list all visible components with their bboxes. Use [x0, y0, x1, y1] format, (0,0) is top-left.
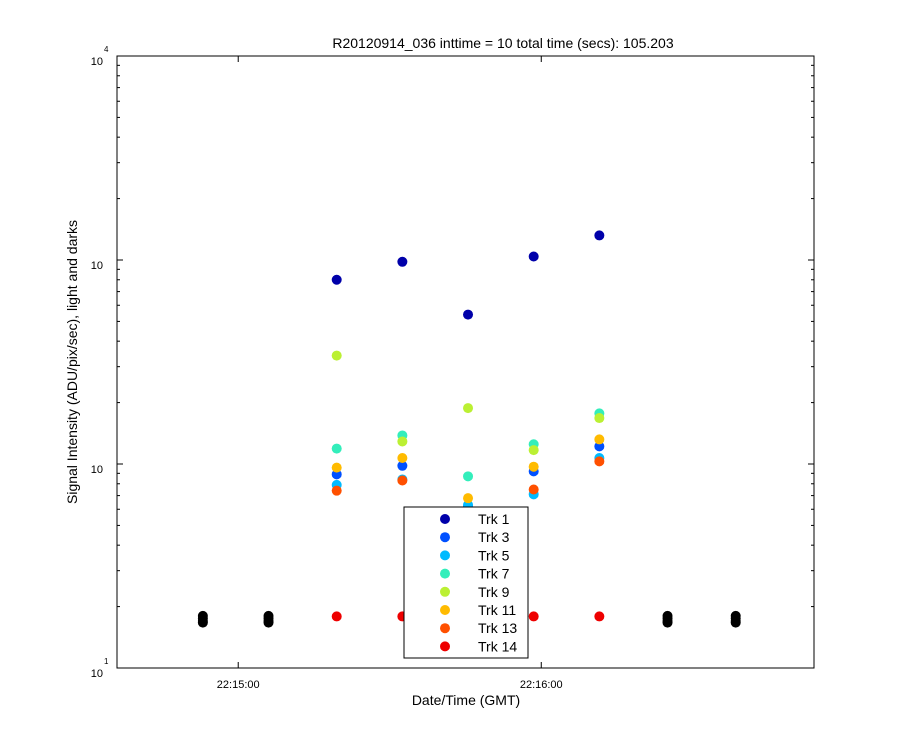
legend-label: Trk 3 [478, 529, 510, 545]
legend-label: Trk 14 [478, 638, 517, 654]
point-trk-9 [331, 350, 342, 361]
point-trk-11 [528, 461, 539, 472]
legend-marker [440, 586, 450, 597]
point-trk-11 [397, 453, 408, 464]
dark-point [197, 617, 208, 628]
chart-title: R20120914_036 inttime = 10 total time (s… [332, 35, 673, 51]
point-trk-14 [331, 611, 342, 622]
legend-marker [440, 623, 450, 634]
point-trk-3 [594, 441, 605, 452]
point-trk-14 [528, 611, 539, 622]
dark-point [730, 617, 741, 628]
point-trk-1 [594, 230, 605, 241]
point-trk-1 [397, 256, 408, 267]
y-tick-exponent: 1 [104, 657, 109, 666]
legend-label: Trk 7 [478, 566, 510, 582]
x-tick-label: 22:15:00 [217, 679, 260, 691]
point-trk-13 [331, 485, 342, 496]
point-trk-3 [397, 460, 408, 471]
point-trk-13 [397, 475, 408, 486]
legend-label: Trk 11 [478, 602, 516, 618]
y-tick-label: 10 [91, 668, 103, 680]
y-axis-label: Signal Intensity (ADU/pix/sec), light an… [64, 220, 80, 504]
legend-marker [440, 568, 450, 579]
point-trk-1 [528, 251, 539, 262]
legend: Trk 1 Trk 3 Trk 5 Trk 7 Trk 9 Trk 11 Trk 13 Trk… [403, 506, 529, 659]
dark-point [263, 617, 274, 628]
legend-marker [440, 641, 450, 652]
y-tick-label: 10 [91, 56, 103, 68]
point-trk-7 [463, 471, 474, 482]
legend-label: Trk 9 [478, 584, 510, 600]
x-axis-label: Date/Time (GMT) [412, 692, 520, 708]
y-tick-exponent: 4 [104, 45, 109, 54]
point-trk-11 [594, 434, 605, 445]
legend-marker [440, 605, 450, 615]
point-trk-9 [397, 436, 408, 447]
point-trk-11 [463, 493, 474, 504]
y-tick-label: 10 [91, 260, 103, 272]
point-trk-13 [528, 484, 539, 495]
dark-point [662, 617, 673, 628]
point-trk-13 [594, 456, 605, 467]
point-trk-1 [331, 274, 342, 285]
point-trk-9 [528, 445, 539, 456]
x-axis-ticks: 22:15:00 22:16:00 [217, 56, 563, 691]
point-trk-11 [331, 462, 342, 473]
point-trk-7 [331, 443, 342, 454]
legend-marker [440, 550, 450, 561]
legend-marker [440, 532, 450, 543]
legend-label: Trk 5 [478, 547, 510, 563]
point-trk-1 [463, 309, 474, 320]
legend-box [403, 506, 529, 659]
legend-marker [440, 514, 450, 524]
point-trk-9 [594, 413, 605, 424]
x-tick-label: 22:16:00 [520, 679, 563, 691]
point-trk-14 [594, 611, 605, 622]
legend-label: Trk 1 [478, 511, 510, 527]
y-tick-label: 10 [91, 464, 103, 476]
legend-label: Trk 13 [478, 620, 517, 636]
point-trk-9 [463, 403, 474, 414]
